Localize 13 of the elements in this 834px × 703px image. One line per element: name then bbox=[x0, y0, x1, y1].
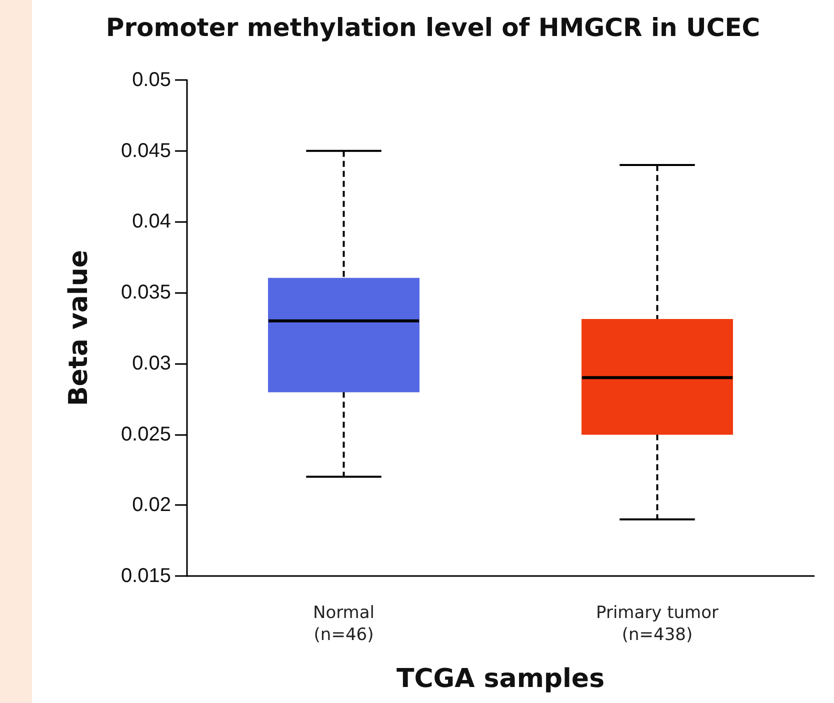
x-tick-label: Primary tumor (n=438) bbox=[596, 603, 718, 645]
y-tick-label: 0.04 bbox=[132, 210, 171, 233]
y-tick-label: 0.03 bbox=[132, 352, 171, 374]
y-tick-label: 0.02 bbox=[132, 494, 171, 516]
y-tick-label: 0.05 bbox=[132, 69, 171, 91]
x-tick-label: Normal (n=46) bbox=[312, 603, 375, 645]
y-tick-label: 0.025 bbox=[120, 423, 171, 446]
chart-title: Promoter methylation level of HMGCR in UCEC bbox=[106, 13, 760, 42]
y-axis-title: Beta value bbox=[64, 250, 94, 406]
y-tick-label: 0.035 bbox=[120, 282, 171, 304]
y-tick-label: 0.045 bbox=[120, 140, 171, 162]
x-axis-title: TCGA samples bbox=[396, 664, 605, 694]
y-tick-label: 0.015 bbox=[120, 565, 171, 587]
